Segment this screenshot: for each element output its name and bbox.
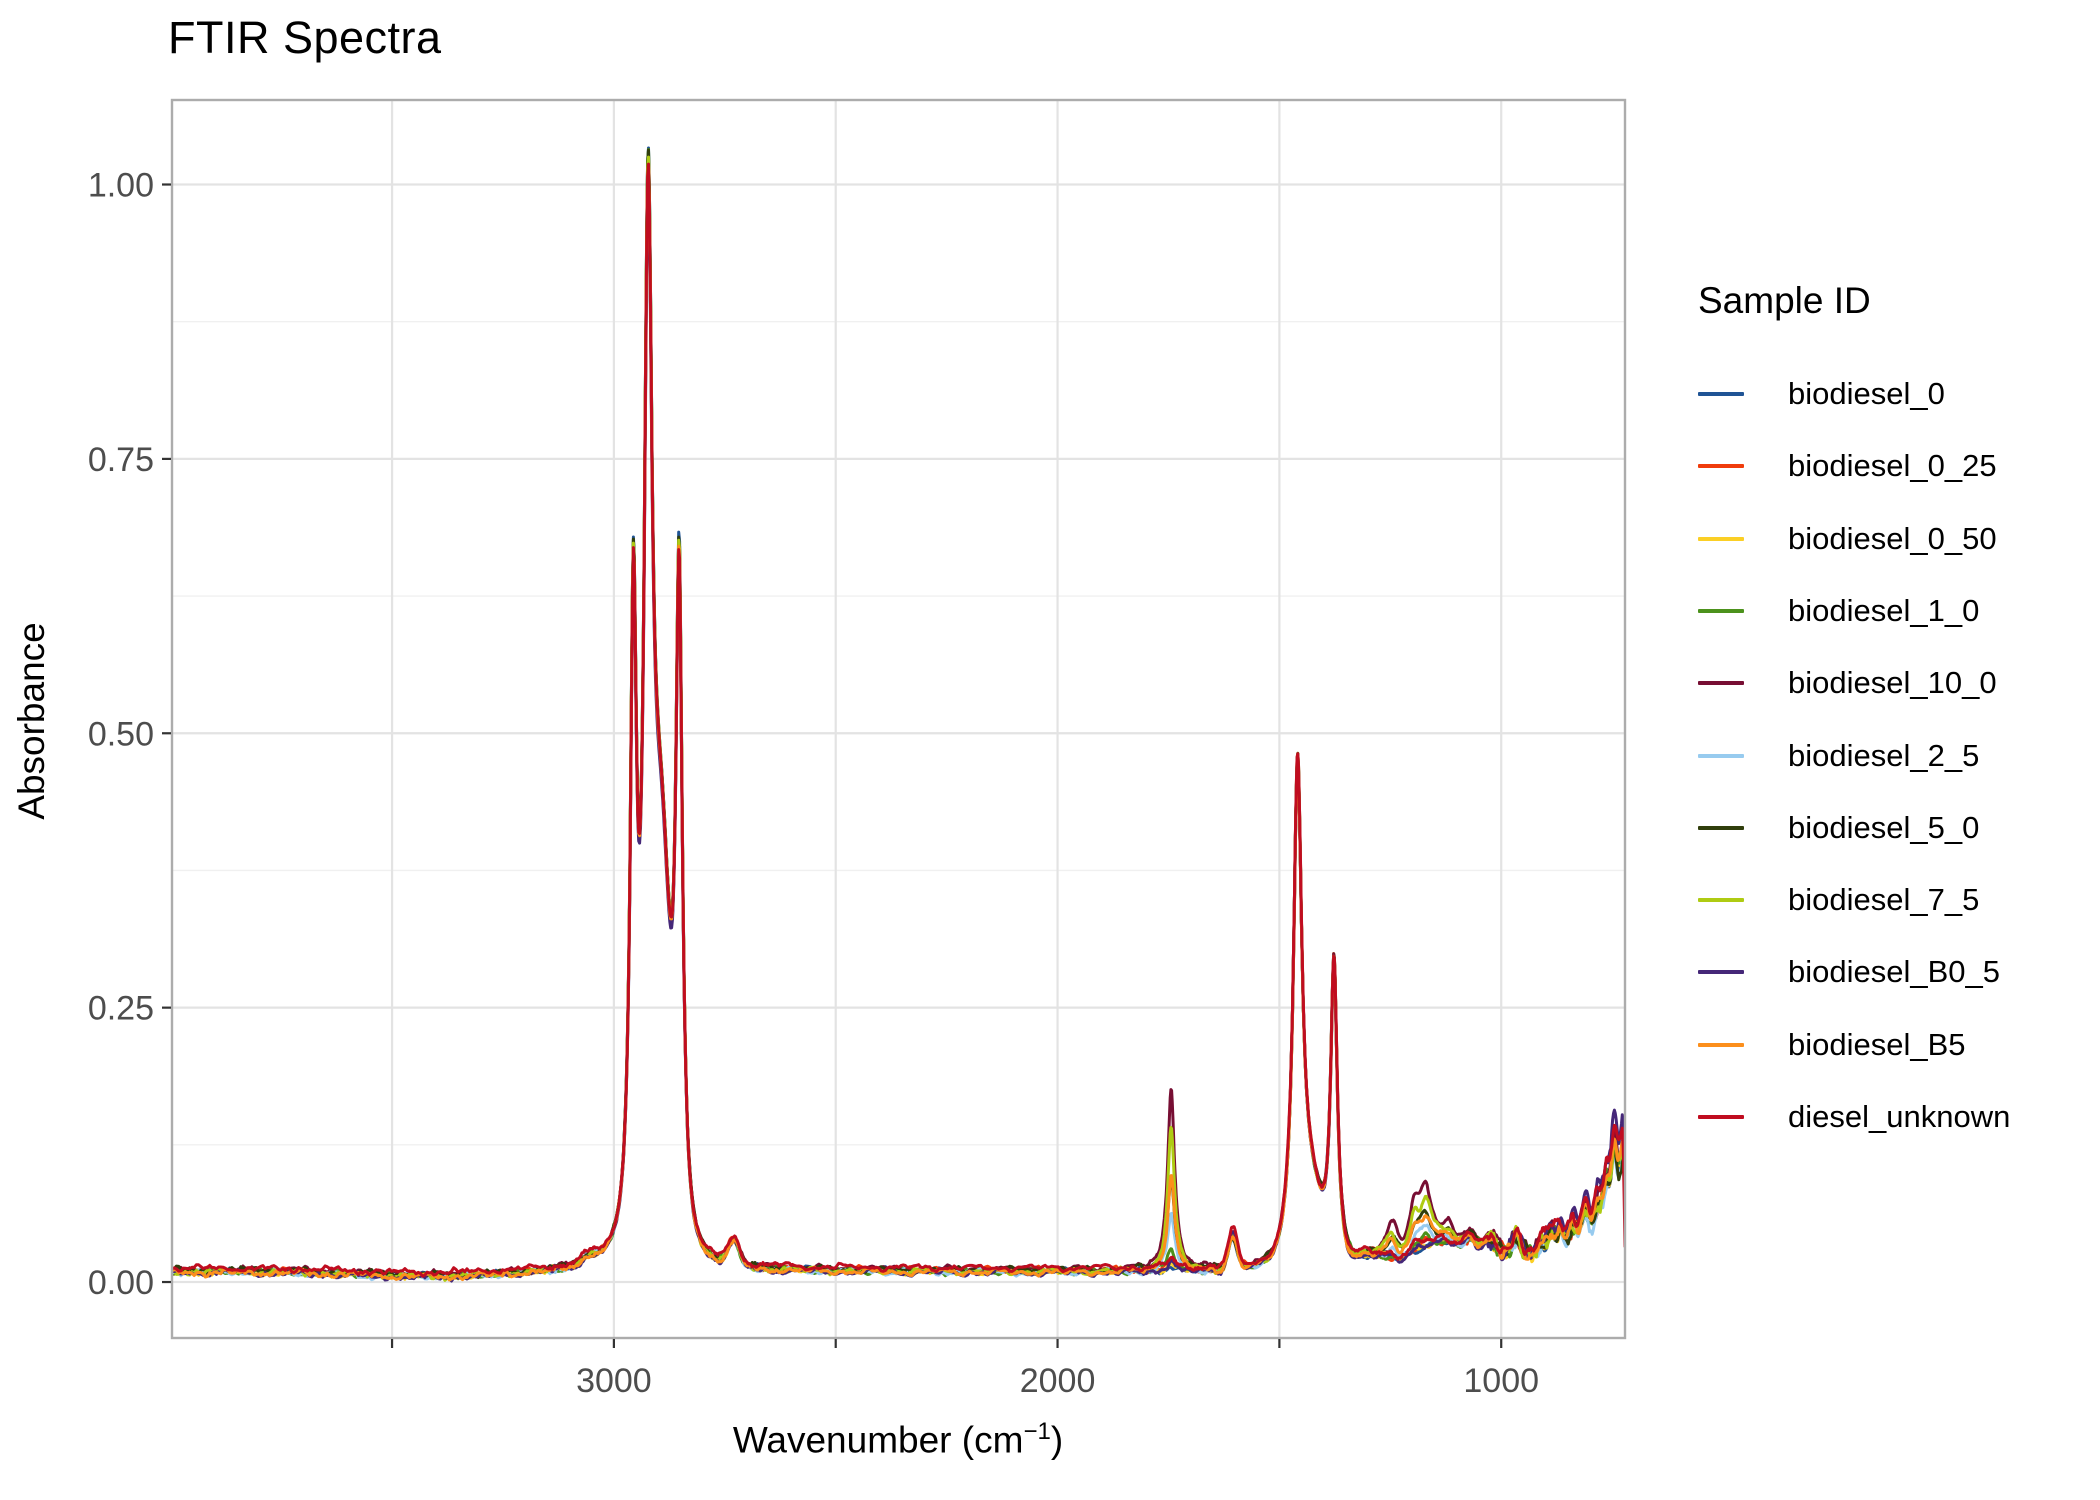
- legend-item-label: diesel_unknown: [1788, 1099, 2011, 1134]
- legend-swatch: [1698, 392, 1744, 396]
- legend-item-label: biodiesel_0: [1788, 376, 1945, 411]
- y-tick-label: 0.75: [88, 441, 154, 479]
- legend-item-diesel_unknown: diesel_unknown: [1698, 1095, 2010, 1139]
- legend-swatch: [1698, 970, 1744, 975]
- legend-item-biodiesel_1_0: biodiesel_1_0: [1698, 589, 1979, 633]
- legend-item-label: biodiesel_0_25: [1788, 448, 1997, 484]
- legend-item-label: biodiesel_0_50: [1788, 520, 1997, 556]
- legend-item-biodiesel_0_25: biodiesel_0_25: [1698, 444, 1997, 488]
- legend-item-biodiesel_5_0: biodiesel_5_0: [1698, 806, 1979, 850]
- legend-title: Sample ID: [1698, 280, 1871, 321]
- y-tick-label: 0.00: [88, 1264, 154, 1302]
- chart-title: FTIR Spectra: [168, 12, 442, 63]
- series-group: [172, 146, 1625, 1283]
- y-tick-label: 1.00: [88, 167, 154, 205]
- legend-item-biodiesel_2_5: biodiesel_2_5: [1698, 734, 1979, 778]
- legend-swatch: [1698, 681, 1744, 686]
- legend-swatch: [1698, 464, 1744, 469]
- axis-ticks: [162, 183, 1503, 1348]
- x-axis-title-suffix: ): [1050, 1419, 1064, 1461]
- legend-swatch: [1698, 1042, 1744, 1047]
- plot-panel: [172, 100, 1625, 1338]
- legend-item-label: biodiesel_B0_5: [1788, 954, 2001, 990]
- panel-border: [170, 98, 1627, 1340]
- series-line-diesel_unknown: [172, 162, 1625, 1278]
- y-tick-label: 0.25: [88, 990, 154, 1028]
- legend-item-biodiesel_7_5: biodiesel_7_5: [1698, 878, 1979, 922]
- legend-item-label: biodiesel_B5: [1788, 1026, 1966, 1062]
- axis-tick-labels: 3000 2000 1000 0.00 0.25 0.50 0.75 1.00: [88, 167, 1539, 1400]
- legend-swatch: [1698, 898, 1744, 903]
- legend-item-label: biodiesel_7_5: [1788, 882, 1980, 918]
- y-axis-title: Absorbance: [11, 622, 52, 820]
- x-axis-title-text: Wavenumber (cm: [732, 1419, 1024, 1461]
- legend-item-biodiesel_B0_5: biodiesel_B0_5: [1698, 950, 2000, 994]
- legend-swatch: [1698, 753, 1744, 758]
- legend-swatch: [1698, 608, 1744, 613]
- legend-item-biodiesel_0_50: biodiesel_0_50: [1698, 517, 1997, 561]
- grid-major: [172, 100, 1625, 1338]
- legend-item-biodiesel_10_0: biodiesel_10_0: [1698, 661, 1997, 705]
- legend-item-label: biodiesel_1_0: [1788, 592, 1980, 628]
- x-tick-label: 1000: [1463, 1362, 1539, 1400]
- x-tick-label: 3000: [576, 1362, 652, 1400]
- x-tick-label: 2000: [1020, 1362, 1096, 1400]
- x-axis-title: Wavenumber (cm−1): [598, 1418, 1198, 1461]
- x-axis-title-superscript: −1: [1023, 1418, 1051, 1445]
- y-tick-label: 0.50: [88, 715, 154, 753]
- legend-item-label: biodiesel_5_0: [1788, 809, 1980, 845]
- legend-swatch: [1698, 825, 1744, 830]
- legend-item-label: biodiesel_10_0: [1788, 665, 1997, 701]
- legend-item-biodiesel_0: biodiesel_0: [1698, 372, 1945, 416]
- legend-item-biodiesel_B5: biodiesel_B5: [1698, 1023, 1966, 1067]
- legend-item-label: biodiesel_2_5: [1788, 737, 1980, 773]
- legend-swatch: [1698, 1115, 1744, 1119]
- grid-minor: [172, 320, 1625, 1146]
- legend-swatch: [1698, 536, 1744, 541]
